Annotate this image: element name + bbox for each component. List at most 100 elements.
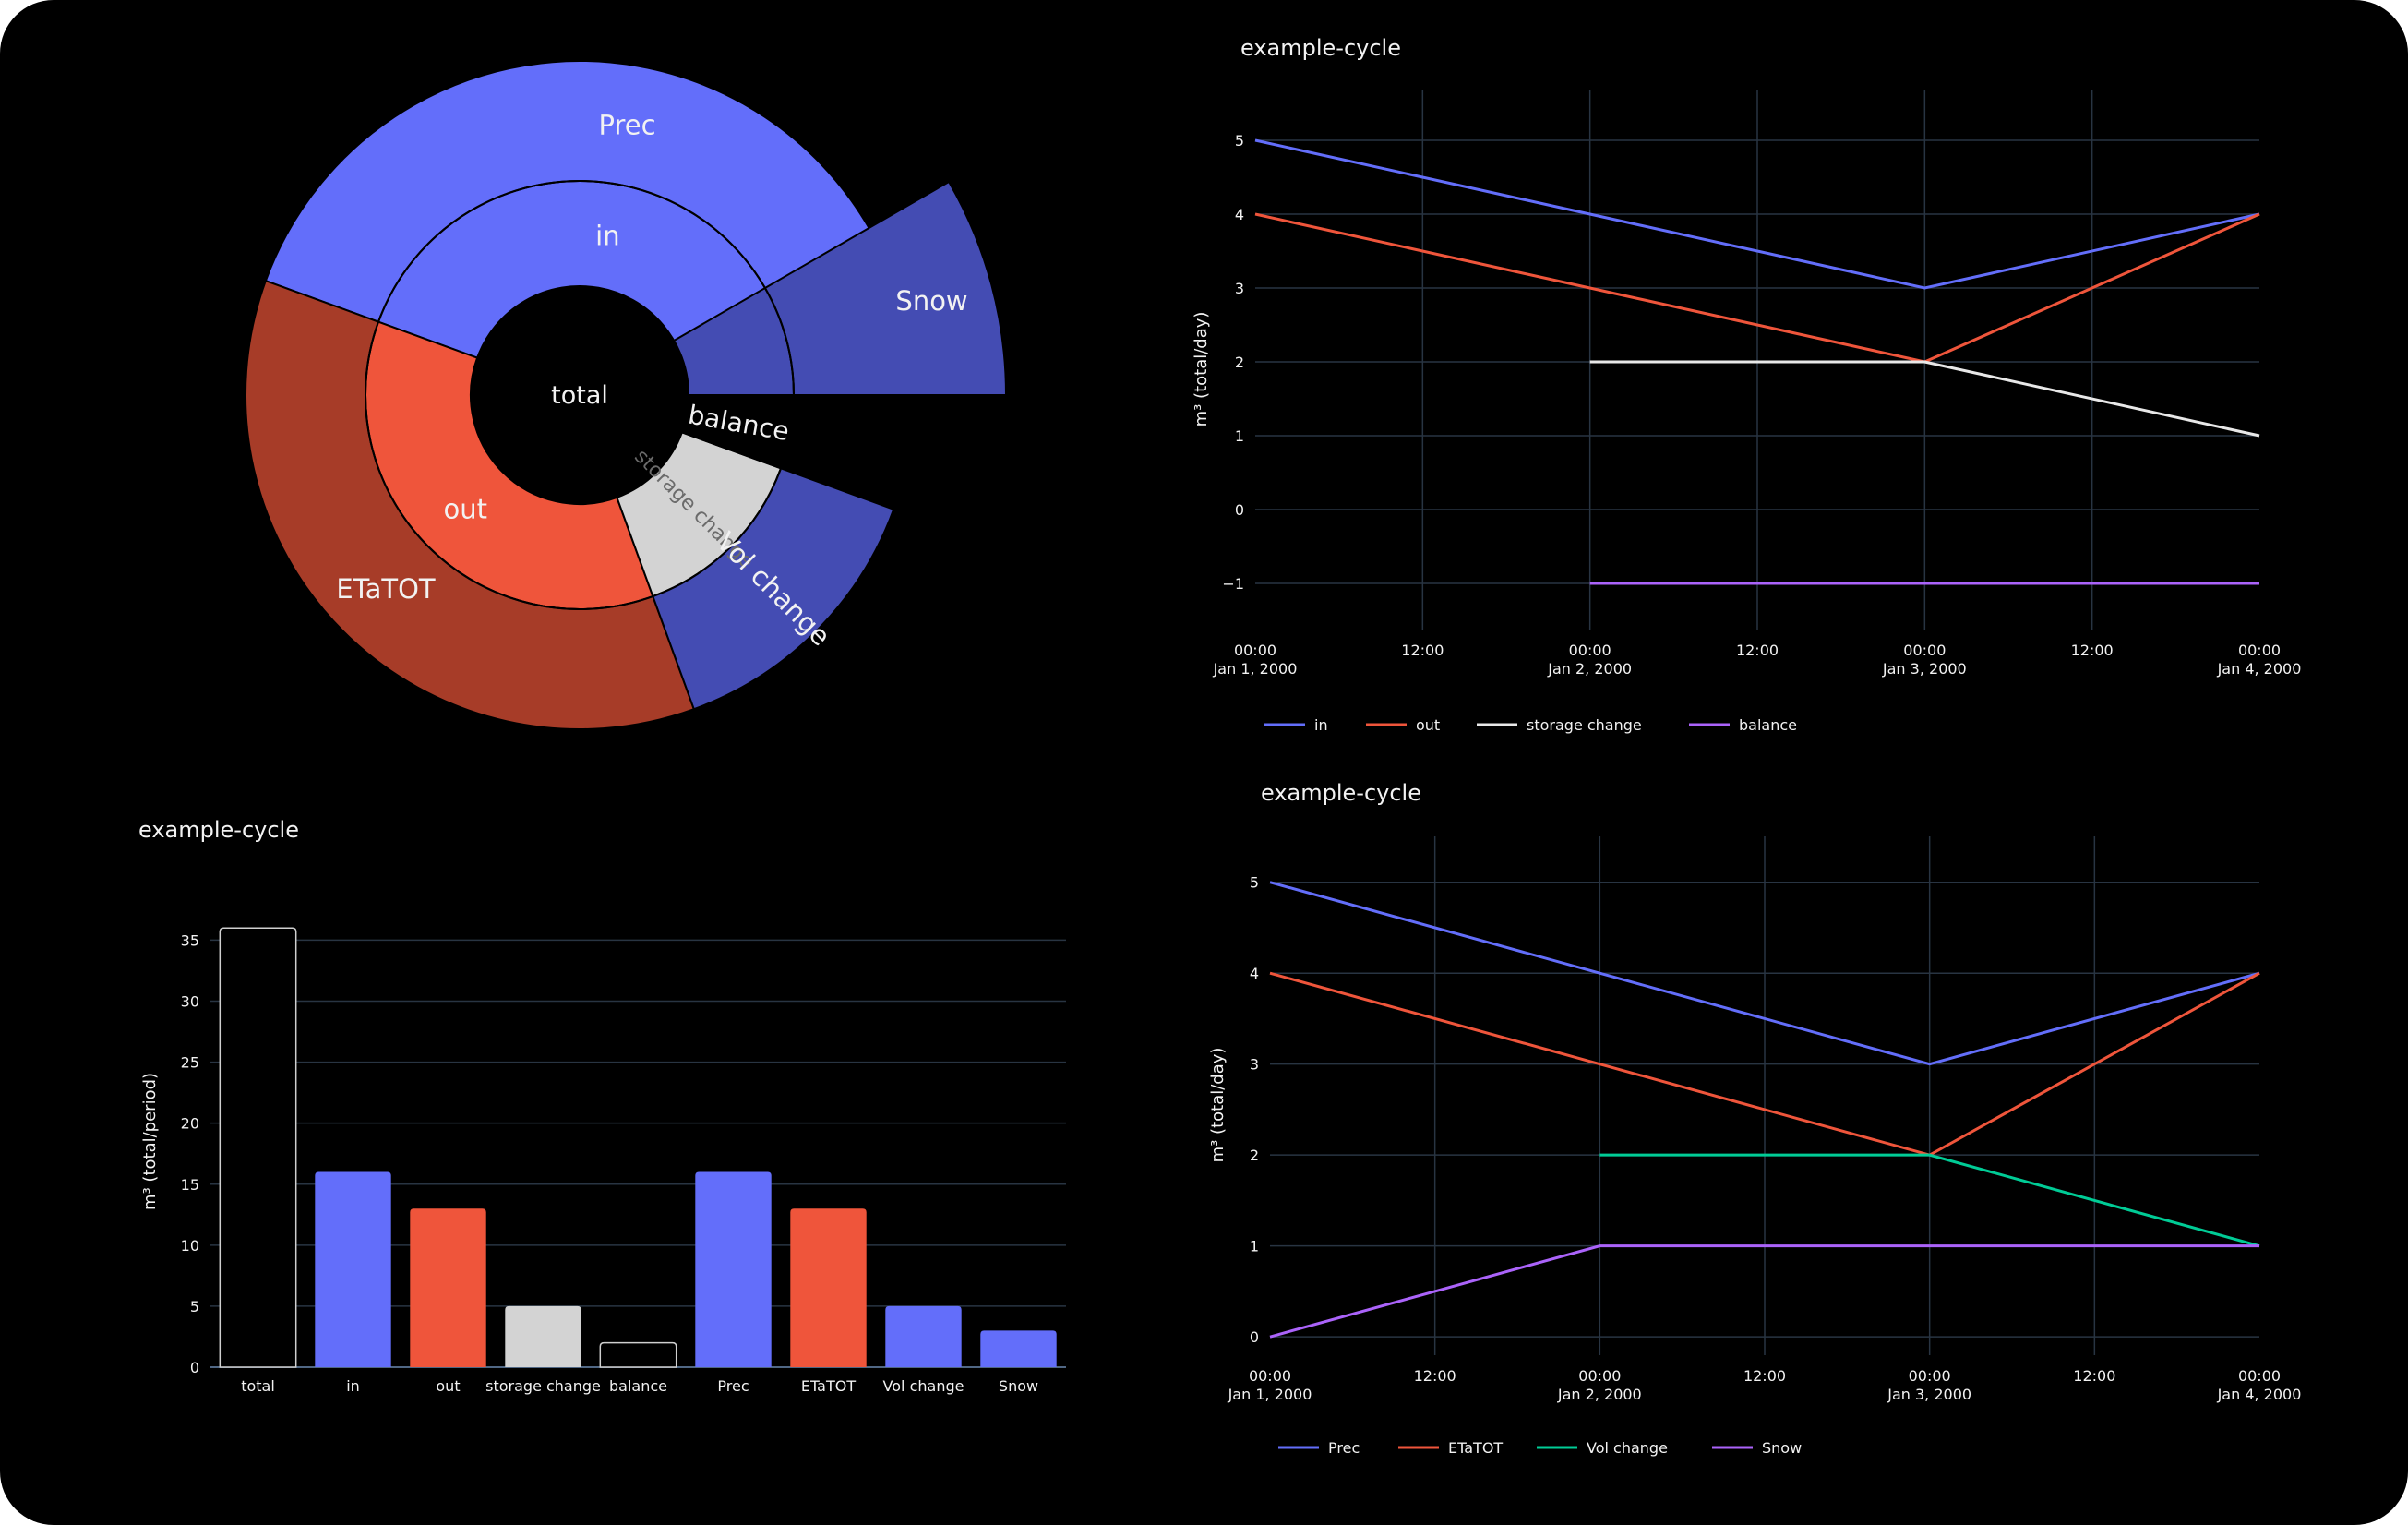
series-line-prec[interactable]	[1269, 881, 2260, 1066]
bar-total[interactable]	[219, 927, 297, 1368]
bar-x-tick-label: out	[436, 1377, 460, 1395]
bar-balance[interactable]	[599, 1341, 677, 1368]
x-tick-date-label: Jan 3, 2000	[1882, 660, 1967, 678]
sunburst-segment-total[interactable]	[471, 286, 689, 504]
y-tick-label: 3	[1250, 1056, 1259, 1074]
bar-etatot[interactable]	[790, 1208, 867, 1367]
bar-prec[interactable]	[695, 1171, 772, 1367]
bar-y-tick-label: 35	[181, 931, 199, 949]
sunburst-label-prec: Prec	[599, 110, 656, 141]
x-tick-label: 00:00	[1249, 1367, 1291, 1385]
bar-chart-title: example-cycle	[138, 817, 299, 843]
y-tick-label: 4	[1250, 965, 1259, 982]
x-tick-label: 12:00	[1401, 642, 1444, 659]
bar-x-tick-label: Prec	[717, 1377, 749, 1395]
y-tick-label: 5	[1235, 132, 1244, 150]
lineTop-gridlines	[1255, 90, 2259, 630]
x-tick-label: 00:00	[1903, 642, 1946, 659]
x-tick-label: 00:00	[1569, 642, 1611, 659]
bar-x-tick-label: Vol change	[883, 1377, 964, 1395]
y-tick-label: 2	[1235, 354, 1244, 371]
y-tick-label: −1	[1222, 575, 1244, 593]
bar-in[interactable]	[315, 1171, 391, 1367]
x-tick-date-label: Jan 3, 2000	[1887, 1386, 1971, 1403]
bar-y-axis-label: m³ (total/period)	[140, 1073, 160, 1210]
x-tick-label: 12:00	[1414, 1367, 1456, 1385]
bar-y-tick-label: 0	[190, 1359, 199, 1376]
x-tick-label: 00:00	[1234, 642, 1276, 659]
bar-x-tick-label: ETaTOT	[801, 1377, 856, 1395]
bar-chart: example-cycle 0 5 10 15 20 25 30 35 m³ (total/per…	[138, 817, 1066, 1395]
x-tick-label: 12:00	[2071, 642, 2114, 659]
bar-y-tick-label: 5	[190, 1298, 199, 1315]
legend-label: out	[1416, 716, 1440, 734]
x-tick-date-label: Jan 1, 2000	[1228, 1386, 1312, 1403]
sunburst-label-out: out	[444, 494, 488, 525]
x-tick-label: 12:00	[1743, 1367, 1786, 1385]
x-tick-label: 00:00	[1909, 1367, 1951, 1385]
bar-y-tick-label: 15	[181, 1176, 199, 1194]
y-tick-label: 2	[1250, 1147, 1259, 1164]
x-tick-label: 00:00	[2238, 1367, 2281, 1385]
x-tick-label: 12:00	[2073, 1367, 2115, 1385]
bar-x-tick-label: balance	[609, 1377, 667, 1395]
x-tick-date-label: Jan 2, 2000	[1547, 660, 1632, 678]
bar-y-tick-label: 25	[181, 1054, 199, 1072]
series-line-etatot[interactable]	[1269, 971, 2260, 1157]
y-tick-label: 1	[1235, 427, 1244, 445]
legend-label: balance	[1739, 716, 1797, 734]
x-tick-date-label: Jan 4, 2000	[2217, 1386, 2302, 1403]
series-line-out[interactable]	[1254, 212, 2260, 364]
x-tick-label: 00:00	[1578, 1367, 1621, 1385]
x-tick-label: 12:00	[1736, 642, 1779, 659]
bar-x-tick-label: in	[346, 1377, 360, 1395]
series-line-vol-change[interactable]	[1599, 1153, 2260, 1248]
sunburst-label-total: total	[551, 381, 608, 410]
legend-label: in	[1314, 716, 1328, 734]
bar-out[interactable]	[410, 1208, 486, 1367]
x-tick-date-label: Jan 2, 2000	[1557, 1386, 1642, 1403]
lineBot-title: example-cycle	[1261, 780, 1421, 806]
lineTop-y-axis-label: m³ (total/day)	[1192, 312, 1211, 427]
bar-x-tick-label: Snow	[999, 1377, 1038, 1395]
bar-y-tick-label: 30	[181, 993, 199, 1011]
bar-storage-change[interactable]	[505, 1305, 581, 1367]
bar-vol-change[interactable]	[885, 1305, 962, 1367]
lineBot-series	[1269, 881, 2260, 1339]
x-tick-label: 00:00	[2238, 642, 2281, 659]
sunburst-label-in: in	[595, 221, 619, 252]
sunburst-ring-outline	[365, 180, 795, 610]
sunburst-label-snow: Snow	[895, 285, 967, 317]
bar-y-tick-label: 10	[181, 1237, 199, 1255]
lineTop-title: example-cycle	[1240, 35, 1401, 61]
series-line-in[interactable]	[1254, 138, 2260, 290]
legend-label: Prec	[1328, 1439, 1360, 1457]
legend-label: ETaTOT	[1448, 1439, 1503, 1457]
legend-label: Snow	[1762, 1439, 1802, 1457]
legend-label: storage change	[1527, 716, 1642, 734]
lineBot-y-axis-label: m³ (total/day)	[1208, 1048, 1228, 1163]
y-tick-label: 5	[1250, 874, 1259, 892]
y-tick-label: 0	[1250, 1328, 1259, 1346]
bar-series	[219, 927, 1057, 1368]
lineBot-legend: Prec ETaTOT Vol change Snow	[1278, 1439, 1802, 1457]
x-tick-date-label: Jan 1, 2000	[1213, 660, 1298, 678]
bar-y-tick-label: 20	[181, 1115, 199, 1133]
bar-x-tick-label: storage change	[485, 1377, 601, 1395]
y-tick-label: 3	[1235, 280, 1244, 297]
sunburst-arcs	[244, 59, 1008, 731]
bar-snow[interactable]	[980, 1330, 1057, 1367]
series-line-snow[interactable]	[1269, 1244, 2259, 1339]
x-tick-date-label: Jan 4, 2000	[2217, 660, 2302, 678]
y-tick-label: 0	[1235, 501, 1244, 519]
y-tick-label: 4	[1235, 206, 1244, 223]
series-line-storage-change[interactable]	[1589, 360, 2260, 438]
legend-label: Vol change	[1587, 1439, 1668, 1457]
bar-x-tick-label: total	[241, 1377, 275, 1395]
y-tick-label: 1	[1250, 1238, 1259, 1255]
sunburst-label-etatot: ETaTOT	[336, 573, 436, 605]
